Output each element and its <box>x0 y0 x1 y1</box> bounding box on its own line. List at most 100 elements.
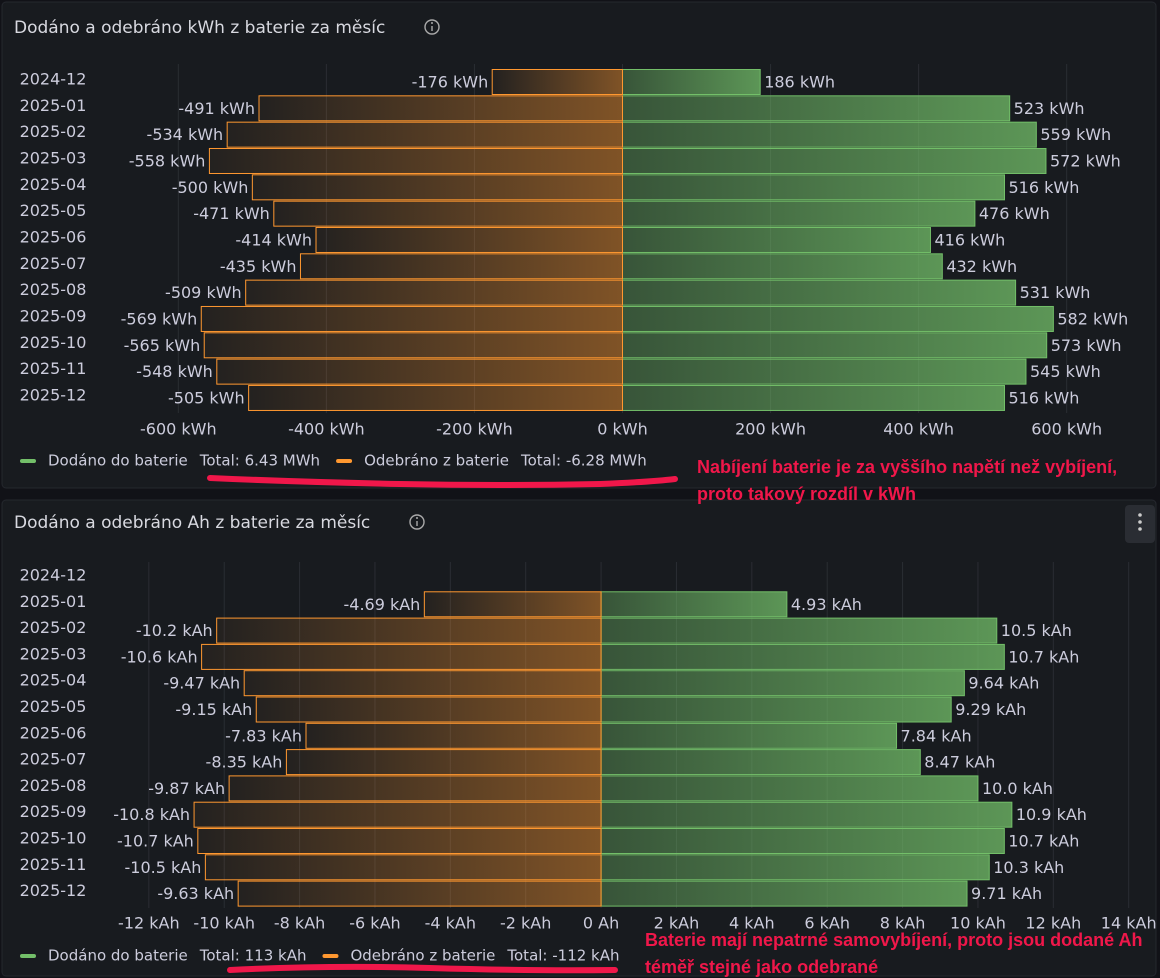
x-tick-label: 14 kAh <box>1101 914 1157 933</box>
value-label: 9.71 kAh <box>971 884 1042 903</box>
legend-label[interactable]: Odebráno z baterie <box>350 947 495 965</box>
value-label: -176 kWh <box>412 73 489 92</box>
y-tick-label: 2025-04 <box>20 175 87 194</box>
value-label: 516 kWh <box>1009 178 1080 197</box>
bar <box>600 591 788 618</box>
y-tick-label: 2025-03 <box>20 644 87 663</box>
bar <box>305 722 602 749</box>
value-label: -569 kWh <box>121 309 198 328</box>
x-tick-label: 12 kAh <box>1025 914 1081 933</box>
bar <box>203 332 624 359</box>
value-label: -10.2 kAh <box>136 621 213 640</box>
value-label: 416 kWh <box>934 230 1005 249</box>
bar <box>622 384 1005 411</box>
y-tick-label: 2024-12 <box>20 70 87 89</box>
value-label: -505 kWh <box>168 388 245 407</box>
panel-title: Dodáno a odebráno kWh z baterie za měsíc <box>14 18 385 38</box>
bar <box>285 749 602 776</box>
bar <box>622 358 1027 385</box>
bar <box>600 670 965 697</box>
y-tick-label: 2025-12 <box>20 385 87 404</box>
bar <box>245 279 624 306</box>
legend-label[interactable]: Dodáno do baterie <box>48 947 188 965</box>
value-label: -548 kWh <box>136 362 213 381</box>
legend-total: Total: -6.28 MWh <box>520 452 647 470</box>
bar <box>491 69 623 95</box>
bar <box>228 775 602 802</box>
y-tick-label: 2025-02 <box>20 618 87 637</box>
bar <box>600 617 998 644</box>
bar <box>226 121 624 148</box>
value-label: 8.47 kAh <box>924 753 995 772</box>
menu-button[interactable] <box>1125 505 1155 543</box>
value-label: 10.5 kAh <box>1001 621 1072 640</box>
value-label: 572 kWh <box>1050 151 1121 170</box>
legend-label[interactable]: Dodáno do baterie <box>48 452 188 470</box>
bar <box>622 147 1047 174</box>
value-label: -435 kWh <box>220 257 297 276</box>
x-tick-label: 0 Ah <box>583 914 619 933</box>
y-tick-label: 2025-08 <box>20 776 87 795</box>
value-label: -565 kWh <box>124 336 201 355</box>
value-label: 476 kWh <box>979 204 1050 223</box>
x-tick-label: 2 kAh <box>654 914 700 933</box>
info-icon[interactable] <box>409 514 425 530</box>
y-tick-label: 2025-06 <box>20 723 87 742</box>
value-label: 432 kWh <box>946 257 1017 276</box>
panel-title: Dodáno a odebráno Ah z baterie za měsíc <box>14 513 370 533</box>
bar <box>600 643 1005 670</box>
value-label: 10.0 kAh <box>982 779 1053 798</box>
legend-total: Total: 6.43 MWh <box>199 452 320 470</box>
y-tick-label: 2025-06 <box>20 227 87 246</box>
legend-total: Total: 113 kAh <box>199 947 307 965</box>
x-tick-label: -200 kWh <box>436 420 513 439</box>
y-tick-label: 2025-08 <box>20 280 87 299</box>
value-label: -509 kWh <box>165 283 242 302</box>
legend-swatch <box>336 459 353 463</box>
bar <box>600 749 921 776</box>
bar <box>600 801 1013 828</box>
y-tick-label: 2025-05 <box>20 201 87 220</box>
value-label: 582 kWh <box>1057 309 1128 328</box>
bar <box>237 880 602 907</box>
value-label: -9.15 kAh <box>175 700 252 719</box>
bar <box>216 617 602 644</box>
x-tick-label: -600 kWh <box>140 420 217 439</box>
y-tick-label: 2025-01 <box>20 592 87 611</box>
bar <box>197 828 602 854</box>
annotation: proto takový rozdíl v kWh <box>697 484 916 504</box>
value-label: -9.47 kAh <box>163 674 240 693</box>
x-tick-label: -4 kAh <box>425 914 476 933</box>
value-label: 9.64 kAh <box>968 674 1039 693</box>
value-label: 4.93 kAh <box>791 595 862 614</box>
value-label: 523 kWh <box>1014 99 1085 118</box>
value-label: -9.87 kAh <box>148 779 225 798</box>
bar <box>216 358 623 385</box>
bar <box>315 226 623 253</box>
value-label: -500 kWh <box>172 178 249 197</box>
y-tick-label: 2025-05 <box>20 697 87 716</box>
value-label: 559 kWh <box>1040 125 1111 144</box>
annotation: Baterie mají nepatrné samovybíjení, prot… <box>645 930 1142 950</box>
value-label: 516 kWh <box>1009 388 1080 407</box>
value-label: -10.7 kAh <box>117 832 194 851</box>
y-tick-label: 2025-03 <box>20 148 87 167</box>
value-label: -471 kWh <box>193 204 270 223</box>
bar <box>622 121 1037 148</box>
bar <box>622 69 761 95</box>
y-tick-label: 2025-09 <box>20 802 87 821</box>
bar <box>201 643 602 670</box>
y-tick-label: 2024-12 <box>20 566 87 585</box>
bar <box>622 279 1017 306</box>
info-icon[interactable] <box>424 19 440 35</box>
bar <box>600 696 952 723</box>
bar <box>243 670 602 697</box>
value-label: -414 kWh <box>235 230 312 249</box>
y-tick-label: 2025-07 <box>20 750 87 769</box>
x-tick-label: 10 kAh <box>950 914 1006 933</box>
y-tick-label: 2025-10 <box>20 829 87 848</box>
legend-label[interactable]: Odebráno z baterie <box>364 452 509 470</box>
x-tick-label: 400 kWh <box>883 420 954 439</box>
